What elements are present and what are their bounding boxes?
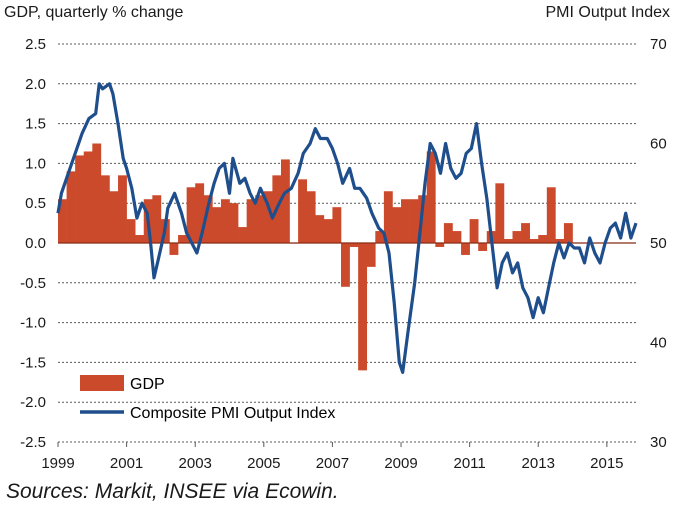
- gdp-bar: [255, 195, 265, 243]
- legend-gdp-label: GDP: [130, 376, 165, 393]
- gdp-bar: [83, 151, 93, 243]
- gdp-bar: [529, 239, 539, 243]
- gdp-bar: [178, 235, 187, 243]
- gdp-pmi-chart: 2.5 2.0 1.5 1.0 0.5 0.0 -0.5 -1.0 -1.5 -2.0 -2.5 7…: [20, 36, 667, 472]
- gdp-bar: [358, 243, 368, 371]
- left-tick-label: 2.0: [25, 76, 46, 93]
- gdp-bar: [280, 159, 290, 243]
- left-tick-label: -0.5: [20, 275, 46, 292]
- left-axis-title: GDP, quarterly % change: [4, 4, 184, 21]
- gdp-bar: [461, 243, 470, 255]
- right-axis-ticks: 70 60 50 40 30: [650, 36, 667, 451]
- gdp-bar: [392, 207, 402, 243]
- gdp-bar: [383, 191, 393, 243]
- left-tick-label: 1.5: [25, 116, 46, 133]
- gdp-bar: [469, 219, 479, 243]
- x-tick-label: 2009: [384, 455, 417, 472]
- gdp-bar: [212, 207, 222, 243]
- left-tick-label: 0.0: [25, 235, 46, 252]
- x-tick-label: 2015: [590, 455, 623, 472]
- left-tick-label: 2.5: [25, 36, 46, 53]
- gdp-bar: [495, 183, 505, 243]
- gdp-bar: [229, 203, 239, 243]
- x-tick-label: 2003: [179, 455, 212, 472]
- gdp-bar: [152, 195, 162, 243]
- gdp-bar: [109, 191, 119, 243]
- left-tick-label: -2.0: [20, 394, 46, 411]
- legend-gdp-swatch: [80, 375, 124, 391]
- right-tick-label: 70: [650, 36, 667, 53]
- x-tick-label: 2005: [247, 455, 280, 472]
- x-tick-label: 2007: [316, 455, 349, 472]
- gdp-bars: [58, 143, 573, 371]
- gdp-bar: [100, 175, 110, 243]
- gdp-bar: [409, 199, 419, 243]
- gdp-bar: [555, 239, 565, 243]
- x-tick-label: 1999: [41, 455, 74, 472]
- gdp-bar: [443, 223, 453, 243]
- x-axis-ticks: 1999 2001 2003 2005 2007 2009 2011 2013 2015: [41, 442, 624, 472]
- gdp-bar: [478, 243, 488, 251]
- gdp-bar: [169, 243, 179, 255]
- gdp-bar: [298, 179, 307, 243]
- gdp-bar: [435, 243, 445, 247]
- gdp-bar: [401, 199, 410, 243]
- right-axis-title: PMI Output Index: [545, 4, 670, 21]
- gdp-bar: [349, 243, 359, 247]
- gdp-bar: [306, 191, 316, 243]
- right-tick-label: 40: [650, 335, 667, 352]
- x-tick-label: 2011: [453, 455, 485, 472]
- gdp-bar: [341, 243, 350, 287]
- gdp-bar: [375, 231, 385, 243]
- legend-pmi-label: Composite PMI Output Index: [130, 405, 335, 422]
- gdp-bar: [186, 187, 196, 243]
- gdp-bar: [92, 143, 102, 243]
- gdp-bar: [546, 187, 556, 243]
- right-tick-label: 30: [650, 434, 667, 451]
- gdp-bar: [538, 235, 548, 243]
- right-tick-label: 50: [650, 235, 667, 252]
- left-tick-label: -1.5: [20, 354, 46, 371]
- legend: GDP Composite PMI Output Index: [80, 375, 335, 422]
- gdp-bar: [332, 207, 342, 243]
- gdp-bar: [203, 195, 213, 243]
- gdp-bar: [503, 239, 513, 243]
- left-axis-ticks: 2.5 2.0 1.5 1.0 0.5 0.0 -0.5 -1.0 -1.5 -2.0 -2.5: [20, 36, 46, 451]
- gridlines: [58, 43, 636, 443]
- x-tick-label: 2001: [110, 455, 143, 472]
- gdp-bar: [521, 223, 530, 243]
- gdp-bar: [315, 215, 325, 243]
- left-tick-label: 0.5: [25, 195, 46, 212]
- left-tick-label: -1.0: [20, 315, 46, 332]
- gdp-bar: [66, 171, 76, 243]
- gdp-bar: [263, 191, 273, 243]
- gdp-bar: [238, 227, 247, 243]
- gdp-bar: [512, 231, 522, 243]
- x-tick-label: 2013: [522, 455, 555, 472]
- gdp-bar: [58, 199, 67, 243]
- gdp-bar: [126, 219, 136, 243]
- gdp-bar: [75, 155, 85, 243]
- left-tick-label: 1.0: [25, 155, 46, 172]
- gdp-bar: [563, 223, 573, 243]
- right-tick-label: 60: [650, 136, 667, 153]
- gdp-bar: [246, 199, 256, 243]
- gdp-bar: [426, 151, 436, 243]
- gdp-bar: [195, 183, 205, 243]
- gdp-bar: [220, 199, 230, 243]
- left-tick-label: -2.5: [20, 434, 46, 451]
- gdp-bar: [135, 235, 145, 243]
- gdp-bar: [366, 243, 376, 267]
- gdp-bar: [118, 175, 127, 243]
- gdp-bar: [323, 219, 333, 243]
- pmi-series-line: [56, 82, 638, 374]
- gdp-bar: [452, 231, 462, 243]
- source-note: Sources: Markit, INSEE via Ecowin.: [6, 480, 339, 503]
